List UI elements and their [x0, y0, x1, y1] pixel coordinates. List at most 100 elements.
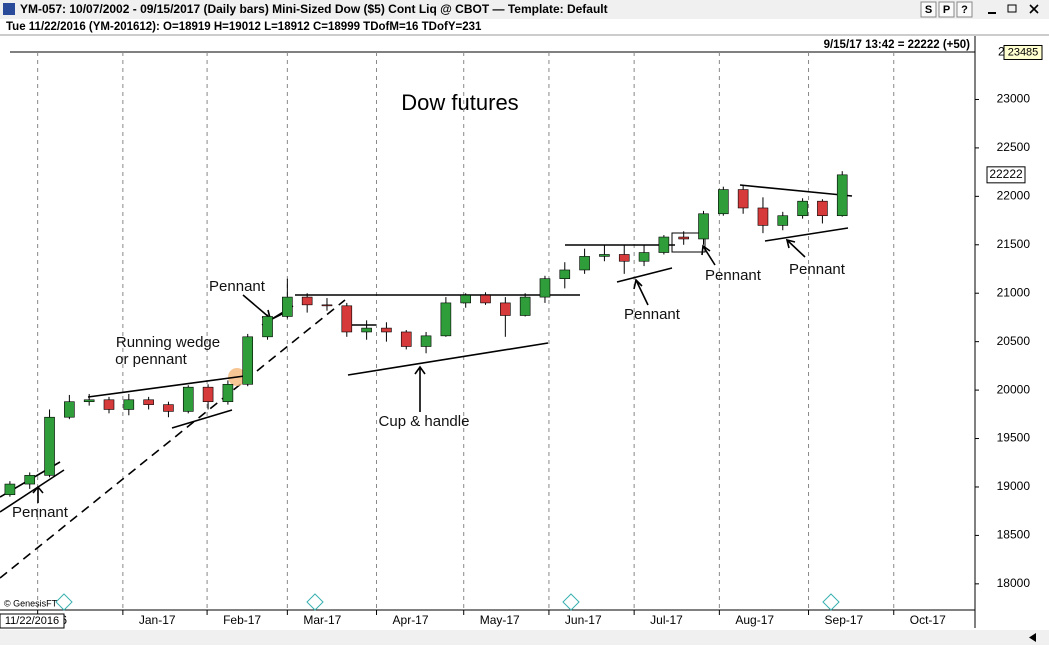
y-tick-label: 20500 — [997, 334, 1031, 348]
x-tick-label: Jan-17 — [139, 613, 176, 627]
title-bar — [0, 0, 1049, 19]
r-marker — [822, 593, 840, 611]
candle-body — [222, 383, 234, 403]
button[interactable] — [956, 1, 973, 18]
candle-body — [698, 213, 709, 240]
close[interactable] — [1029, 4, 1039, 14]
candle-body — [83, 399, 95, 403]
status-text: 9/15/17 13:42 = 22222 (+50) — [824, 39, 971, 51]
annotation: Pennant — [789, 261, 846, 278]
arrow — [242, 294, 272, 319]
candle-body — [539, 278, 551, 298]
candle-body — [480, 294, 491, 304]
scroll-arrow[interactable] — [1029, 633, 1036, 642]
y-tick-label: 20000 — [997, 382, 1031, 396]
candle-body — [777, 215, 789, 226]
x-tick-label: May-17 — [480, 613, 520, 627]
y-tick-label: 22000 — [997, 189, 1031, 203]
y-tick-label: 18000 — [997, 576, 1031, 590]
candle-body — [182, 386, 194, 412]
candle-body — [440, 302, 452, 337]
axis-clipped-label: 2 — [998, 45, 1005, 59]
annotation: Pennant — [624, 306, 681, 323]
arrow — [414, 365, 426, 412]
candle-body — [44, 416, 55, 476]
app-icon — [3, 3, 15, 15]
restore[interactable] — [1007, 4, 1017, 13]
r-marker — [306, 593, 324, 611]
candle-body — [658, 236, 670, 253]
candle-body — [321, 304, 333, 307]
candle-body — [24, 475, 36, 485]
candle-body — [242, 336, 254, 385]
arrow — [633, 278, 649, 306]
cursor-date: 11/22/2016 — [5, 615, 59, 627]
x-tick-label: Jun-17 — [565, 613, 602, 627]
candle-body — [618, 254, 630, 262]
candle-body — [202, 386, 214, 403]
grid — [37, 52, 895, 610]
chart-title: Dow futures — [401, 90, 518, 115]
button[interactable] — [920, 1, 937, 18]
x-tick-label: Sep-17 — [825, 613, 864, 627]
arrow — [701, 244, 716, 266]
y-tick-label: 19500 — [997, 431, 1031, 445]
r-marker — [562, 593, 580, 611]
candle-body — [64, 401, 75, 418]
candle-body — [737, 189, 749, 209]
last-marker-box — [986, 166, 1026, 184]
x-axis: 16Jan-17Feb-17Mar-17Apr-17May-17Jun-17Ju… — [37, 610, 946, 627]
candle-body — [143, 399, 154, 405]
candle-body — [817, 200, 828, 217]
candle-body — [341, 305, 353, 333]
annotation: Pennant — [12, 504, 69, 521]
y-tick-label: 21500 — [997, 237, 1031, 251]
button[interactable] — [938, 1, 955, 18]
x-tick-label: Jul-17 — [650, 613, 683, 627]
annotation: Cup & handle — [379, 413, 470, 430]
annotation: Running wedge — [116, 334, 220, 351]
button-label[interactable]: S — [925, 4, 932, 16]
info-text: Tue 11/22/2016 (YM-201612): O=18919 H=19… — [6, 21, 482, 33]
pattern-lines — [0, 184, 853, 579]
candle-body — [460, 294, 472, 304]
candle-body — [579, 256, 590, 271]
x-tick-label: Feb-17 — [223, 613, 261, 627]
arrow — [32, 485, 44, 503]
cursor-date-box — [0, 613, 65, 629]
trend-line — [616, 267, 673, 283]
annotation: Pennant — [705, 267, 762, 284]
candle-body — [559, 269, 571, 279]
trend-line — [739, 184, 853, 197]
arrow — [785, 238, 806, 258]
y-tick-label: 19000 — [997, 479, 1031, 493]
trend-box — [671, 232, 706, 253]
candle-body — [361, 327, 372, 333]
high-marker: 23485 — [1008, 46, 1039, 58]
y-tick-label: 23000 — [997, 92, 1031, 106]
candle-body — [262, 316, 273, 338]
button-label[interactable]: P — [943, 4, 950, 16]
annotation: Pennant — [209, 278, 266, 295]
candle-body — [123, 399, 135, 410]
trend-line — [0, 469, 65, 513]
scrollbar[interactable] — [0, 630, 1049, 645]
x-tick-label: Oct-17 — [910, 613, 946, 627]
candle-body — [797, 200, 808, 217]
candle-body — [718, 189, 729, 215]
high-marker-box — [1003, 44, 1043, 60]
candle-body — [103, 399, 115, 410]
annotations: Pennant Running wedge or pennant Pennant… — [12, 261, 846, 521]
candle-body — [678, 236, 689, 240]
info-bar — [0, 19, 1049, 35]
candle-body — [757, 207, 769, 226]
button-label[interactable]: ? — [961, 4, 968, 16]
trend-line — [764, 227, 849, 242]
trend-line — [171, 409, 233, 429]
y-axis: 18000 18500 19000 19500 20000 20500 21000 21500… — [975, 44, 1043, 590]
y-tick-label: 18500 — [997, 528, 1031, 542]
candle-body — [301, 296, 313, 306]
window-title: YM-057: 10/07/2002 - 09/15/2017 (Daily b… — [20, 2, 608, 16]
